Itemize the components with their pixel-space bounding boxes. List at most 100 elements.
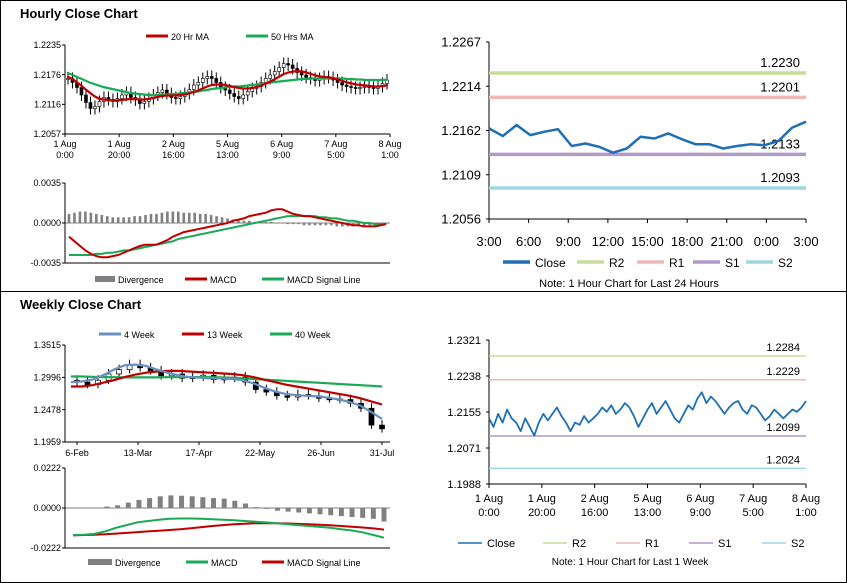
weekly-price-xtick-label: 13-Mar <box>124 448 153 458</box>
weekly-price-ytick-label: 1.1959 <box>33 437 61 447</box>
hourly-candle-body <box>371 87 376 89</box>
hourly-candle-body <box>353 87 358 89</box>
hourly-candle-body <box>241 94 246 99</box>
hourly-divergence-bar <box>155 213 158 223</box>
hourly-candle-body <box>178 96 183 99</box>
weekly-divergence-bar <box>274 508 280 511</box>
hourly-24h-close-line <box>488 120 807 154</box>
hourly-candle-body <box>200 78 205 83</box>
weekly-hourly-close-line <box>488 391 807 437</box>
hourly-24h-ytick-label: 1.2162 <box>441 123 481 138</box>
hourly-candle-body <box>196 82 201 86</box>
hourly-24h-ytick-label: 1.2267 <box>441 35 481 50</box>
hourly-divergence-bar <box>237 219 240 223</box>
hourly-candle-body <box>79 87 84 96</box>
hourly-divergence-bar <box>362 223 366 227</box>
legend-20hr-ma-label: 20 Hr MA <box>171 32 209 42</box>
weekly-divergence-bar <box>370 508 376 519</box>
hourly-divergence-bar <box>177 211 180 223</box>
weekly-price-xtick-label: 31-Jul <box>370 448 395 458</box>
hourly-macd-ytick-label: 0.0035 <box>33 178 61 188</box>
hourly-candle-body <box>88 102 93 109</box>
weekly-macd-chart: 0.0222 0.0000 -0.0222 Divergence MACD MACD Si… <box>30 463 390 568</box>
legend-weekly-hourly-label: R2 <box>572 538 586 550</box>
hourly-macd-chart: 0.0035 0.0000 -0.0035 Divergence MACD MACD Si… <box>30 178 390 285</box>
weekly-hourly-note: Note: 1 Hour Chart for Last 1 Week <box>552 557 710 568</box>
weekly-divergence-bar <box>328 508 334 516</box>
weekly-hourly-ytick-label: 1.1988 <box>447 479 481 491</box>
weekly-hourly-ytick-label: 1.2238 <box>447 371 481 383</box>
hourly-24h-ytick-label: 1.2214 <box>441 79 481 94</box>
weekly-ma4-line <box>70 363 383 420</box>
hourly-candle-body <box>299 72 304 76</box>
hourly-signal-line <box>69 215 386 256</box>
level-label-r2: 1.2230 <box>760 55 800 70</box>
weekly-candle-body <box>116 369 122 375</box>
weekly-divergence-bar <box>211 498 217 508</box>
hourly-price-ytick-label: 1.2235 <box>33 40 61 50</box>
hourly-price-xtick-label: 2 Aug <box>162 139 185 149</box>
weekly-divergence-bar <box>381 508 387 522</box>
hourly-divergence-bar <box>204 213 207 223</box>
legend-weekly-hourly-label: Close <box>487 538 515 550</box>
hourly-24h-ytick-label: 1.2109 <box>441 167 481 182</box>
weekly-divergence-bar <box>83 508 89 509</box>
weekly-hourly-ytick-label: 1.2155 <box>447 407 481 419</box>
weekly-divergence-bar <box>125 502 131 508</box>
hourly-divergence-bar <box>116 217 120 223</box>
hourly-price-ytick-label: 1.2176 <box>33 70 61 80</box>
weekly-divergence-bar <box>179 495 185 508</box>
hourly-divergence-bar <box>100 215 104 223</box>
weekly-level-label-s1: 1.2099 <box>766 422 800 434</box>
hourly-candle-body <box>281 63 286 68</box>
weekly-divergence-bar <box>232 500 238 508</box>
hourly-candle-body <box>268 74 272 79</box>
hourly-ma20-line <box>66 69 389 102</box>
hourly-24h-xtick-label: 21:00 <box>710 234 743 249</box>
hourly-divergence-bar <box>319 223 322 226</box>
legend-13-week-label: 13 Week <box>207 330 243 340</box>
weekly-hourly-chart: 1.2321 1.2238 1.2155 1.2071 1.1988 1 Aug 0:00 1… <box>447 335 820 568</box>
hourly-divergence-bar <box>105 216 109 223</box>
weekly-hourly-xtick-label: 1 Aug <box>475 493 503 505</box>
hourly-candle-body <box>340 82 344 86</box>
weekly-hourly-xtick-label: 0:00 <box>478 507 499 519</box>
hourly-candle-body <box>362 86 367 88</box>
weekly-divergence-bar <box>306 508 312 514</box>
weekly-hourly-xtick-label: 1 Aug <box>528 493 556 505</box>
hourly-price-xtick-label: 0:00 <box>56 150 74 160</box>
hourly-24h-xtick-label: 0:00 <box>754 234 779 249</box>
weekly-price-xtick-label: 17-Apr <box>185 448 212 458</box>
hourly-price-xtick-label: 1 Aug <box>53 139 76 149</box>
hourly-candle-body <box>227 89 232 94</box>
weekly-candle-body <box>84 381 91 385</box>
hourly-price-xtick-label: 20:00 <box>108 150 131 160</box>
weekly-divergence-bar <box>200 497 206 508</box>
hourly-divergence-bar <box>193 212 197 223</box>
hourly-ma50-line <box>66 71 389 97</box>
hourly-24h-xtick-label: 3:00 <box>476 234 501 249</box>
weekly-hourly-xtick-label: 13:00 <box>634 507 662 519</box>
hourly-divergence-bar <box>291 223 295 225</box>
legend-24h-label: S2 <box>778 256 793 270</box>
hourly-24h-xtick-label: 12:00 <box>592 234 625 249</box>
hourly-divergence-bar <box>340 223 344 227</box>
hourly-divergence-bar <box>286 223 289 225</box>
hourly-section-title: Hourly Close Chart <box>20 6 138 21</box>
legend-hourly-signal-label: MACD Signal Line <box>287 275 361 285</box>
hourly-divergence-bar <box>166 211 169 223</box>
legend-weekly-signal-label: MACD Signal Line <box>287 558 361 568</box>
hourly-candle-body <box>142 101 147 104</box>
hourly-divergence-bar <box>160 212 164 223</box>
hourly-divergence-bar <box>368 223 371 226</box>
weekly-macd-ytick-label: 0.0222 <box>33 463 61 473</box>
hourly-divergence-bar <box>187 212 191 223</box>
hourly-divergence-bar <box>330 223 333 226</box>
hourly-divergence-bar <box>95 213 98 223</box>
hourly-candle-body <box>66 78 70 80</box>
hourly-candle-body <box>214 78 219 83</box>
legend-4-week-label: 4 Week <box>124 330 155 340</box>
weekly-candle-body <box>284 395 291 398</box>
